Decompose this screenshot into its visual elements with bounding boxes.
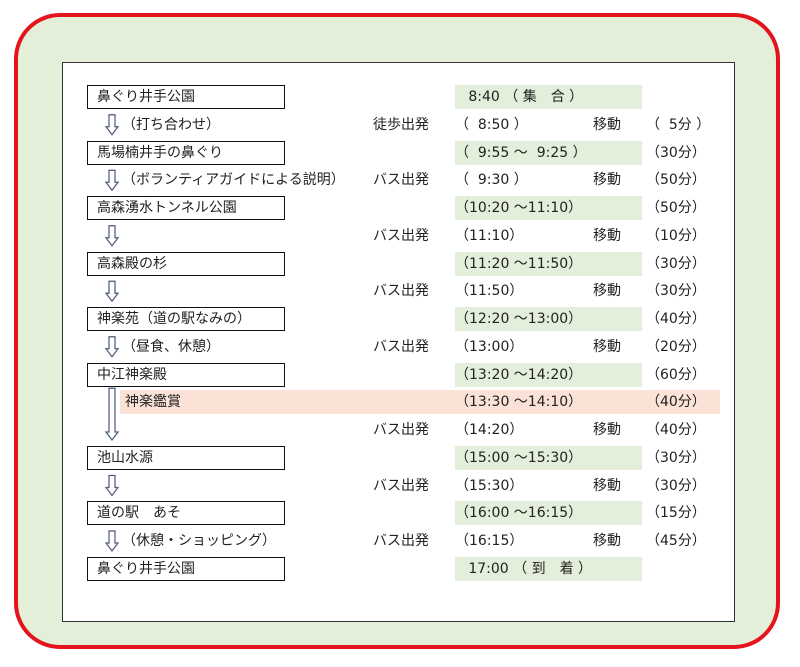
location-box: 高森湧水トンネル公園 bbox=[87, 196, 285, 220]
itinerary-row: 高森湧水トンネル公園 （10:20 ～11:10） （50分） bbox=[0, 196, 800, 220]
location-box: 道の駅 あそ bbox=[87, 501, 285, 526]
down-arrow-icon bbox=[104, 530, 120, 552]
duration: （40分） bbox=[646, 422, 706, 438]
duration: （10分） bbox=[646, 227, 706, 244]
location-box: 神楽苑（道の駅なみの） bbox=[87, 307, 285, 331]
itinerary-row: 鼻ぐり井手公園 8:40 （ 集 合 ） bbox=[0, 85, 800, 109]
itinerary-row: （昼食、休憩） バス出発 （13:00） 移動 （20分） bbox=[0, 335, 800, 359]
down-arrow-icon bbox=[104, 387, 120, 441]
time-cell: （16:00 ～16:15） bbox=[455, 501, 642, 526]
move-label: 移動 bbox=[593, 227, 621, 244]
duration: （15分） bbox=[646, 505, 706, 522]
time-cell: （13:20 ～14:20） bbox=[455, 362, 642, 387]
down-arrow-icon bbox=[104, 114, 120, 136]
location-box: 高森殿の杉 bbox=[87, 251, 285, 276]
duration: （20分） bbox=[646, 338, 706, 355]
down-arrow-icon bbox=[104, 474, 120, 497]
location-box: 鼻ぐり井手公園 bbox=[87, 85, 285, 109]
departure-label: バス出発 bbox=[373, 422, 429, 438]
location-box: 馬場楠井手の鼻ぐり bbox=[87, 140, 285, 165]
duration: （50分） bbox=[646, 172, 706, 189]
time-cell: （13:30 ～14:10） bbox=[455, 394, 583, 411]
itinerary-row: 神楽苑（道の駅なみの） （12:20 ～13:00） （40分） bbox=[0, 307, 800, 331]
time-cell: （11:50） bbox=[455, 283, 524, 300]
time-cell: （11:10） bbox=[455, 227, 524, 244]
duration: （30分） bbox=[646, 477, 706, 494]
down-arrow-icon bbox=[104, 280, 120, 303]
event-highlight bbox=[120, 390, 720, 415]
itinerary-row: バス出発 （11:50） 移動 （30分） bbox=[0, 279, 800, 303]
duration: （50分） bbox=[646, 200, 706, 216]
time-cell: （15:30） bbox=[455, 477, 524, 494]
move-label: 移動 bbox=[593, 533, 621, 549]
down-arrow-icon bbox=[104, 225, 120, 247]
itinerary-row: バス出発 （11:10） 移動 （10分） bbox=[0, 224, 800, 248]
departure-label: バス出発 bbox=[373, 533, 429, 549]
time-cell: 17:00 （ 到 着 ） bbox=[455, 556, 642, 581]
duration: （40分） bbox=[646, 311, 706, 327]
time-cell: 8:40 （ 集 合 ） bbox=[455, 85, 642, 109]
itinerary-row: 鼻ぐり井手公園 17:00 （ 到 着 ） bbox=[0, 556, 800, 581]
duration: （45分） bbox=[646, 533, 706, 549]
step-note: （ボランティアガイドによる説明） bbox=[122, 172, 345, 189]
departure-label: バス出発 bbox=[373, 338, 429, 355]
departure-label: バス出発 bbox=[373, 477, 429, 494]
itinerary-row: 中江神楽殿 （13:20 ～14:20） （60分） bbox=[0, 362, 800, 387]
departure-label: バス出発 bbox=[373, 283, 429, 300]
duration: （60分） bbox=[646, 366, 706, 383]
departure-label: バス出発 bbox=[373, 227, 429, 244]
time-cell: （14:20） bbox=[455, 422, 524, 438]
duration: （30分） bbox=[646, 144, 706, 161]
move-label: 移動 bbox=[593, 283, 621, 300]
duration: （40分） bbox=[646, 394, 706, 411]
departure-label: バス出発 bbox=[373, 172, 429, 189]
duration: （30分） bbox=[646, 449, 706, 466]
location-box: 鼻ぐり井手公園 bbox=[87, 556, 285, 581]
location-box: 中江神楽殿 bbox=[87, 362, 285, 387]
itinerary-row: 馬場楠井手の鼻ぐり （ 9:55 ～ 9:25 ）（30分） bbox=[0, 140, 800, 165]
itinerary-row: バス出発 （14:20） 移動 （40分） bbox=[0, 418, 800, 442]
down-arrow-icon bbox=[104, 336, 120, 358]
itinerary-row: 道の駅 あそ （16:00 ～16:15） （15分） bbox=[0, 501, 800, 526]
step-note: （昼食、休憩） bbox=[122, 338, 220, 355]
step-note: （休憩・ショッピング） bbox=[122, 533, 276, 549]
duration: （ 5分 ） bbox=[646, 116, 711, 133]
time-cell: （ 9:30 ） bbox=[455, 172, 528, 189]
step-note: （打ち合わせ） bbox=[122, 116, 220, 133]
event-label: 神楽鑑賞 bbox=[125, 394, 181, 411]
itinerary-row: バス出発 （15:30） 移動 （30分） bbox=[0, 474, 800, 498]
time-cell: （12:20 ～13:00） bbox=[455, 307, 642, 331]
itinerary-row: （休憩・ショッピング） バス出発 （16:15） 移動 （45分） bbox=[0, 529, 800, 553]
move-label: 移動 bbox=[593, 338, 621, 355]
time-cell: （15:00 ～15:30） bbox=[455, 445, 642, 470]
itinerary-row: （ボランティアガイドによる説明） バス出発 （ 9:30 ） 移動 （50分） bbox=[0, 168, 800, 192]
move-label: 移動 bbox=[593, 477, 621, 494]
departure-label: 徒歩出発 bbox=[373, 116, 429, 133]
itinerary-row: （打ち合わせ） 徒歩出発 （ 8:50 ） 移動 （ 5分 ） bbox=[0, 113, 800, 137]
move-label: 移動 bbox=[593, 422, 621, 438]
itinerary-row: 高森殿の杉 （11:20 ～11:50） （30分） bbox=[0, 251, 800, 276]
time-cell: （ 9:55 ～ 9:25 ） bbox=[455, 140, 642, 165]
time-cell: （13:00） bbox=[455, 338, 524, 355]
time-cell: （ 8:50 ） bbox=[455, 116, 528, 133]
duration: （30分） bbox=[646, 283, 706, 300]
move-label: 移動 bbox=[593, 116, 621, 133]
move-label: 移動 bbox=[593, 172, 621, 189]
itinerary-row: 神楽鑑賞 （13:30 ～14:10） （40分） bbox=[0, 390, 800, 415]
duration: （30分） bbox=[646, 255, 706, 272]
time-cell: （10:20 ～11:10） bbox=[455, 196, 642, 220]
location-box: 池山水源 bbox=[87, 445, 285, 470]
down-arrow-icon bbox=[104, 169, 120, 192]
itinerary-row: 池山水源 （15:00 ～15:30） （30分） bbox=[0, 445, 800, 470]
time-cell: （11:20 ～11:50） bbox=[455, 251, 642, 276]
time-cell: （16:15） bbox=[455, 533, 524, 549]
